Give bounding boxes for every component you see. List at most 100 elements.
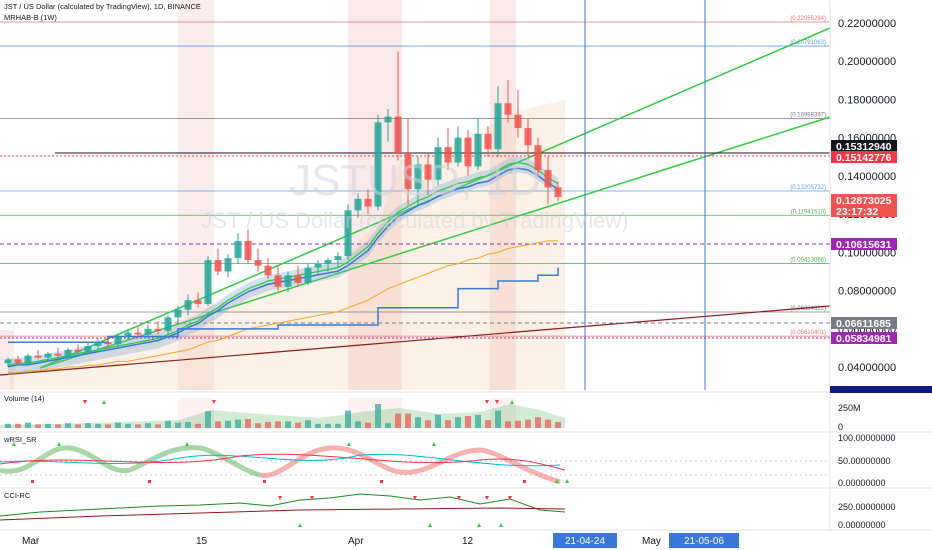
candle-body: [14, 359, 22, 364]
candle-body: [254, 260, 262, 266]
volume-bar: [515, 420, 521, 428]
price-badge: [831, 194, 897, 206]
trendline-green-shallow: [39, 116, 831, 369]
price-badge-label: 0.15142776: [836, 152, 892, 164]
price-tick: 0.14000000: [838, 171, 896, 183]
date-highlight-2: [669, 533, 739, 548]
candle-body: [524, 128, 532, 146]
candle-body: [334, 256, 342, 260]
volume-bar: [555, 422, 561, 428]
time-label-mar: Mar: [22, 536, 40, 547]
volume-bar: [475, 414, 481, 428]
wrsi-pane-title: wRSI_SR: [3, 435, 37, 444]
candle-body: [434, 147, 442, 180]
ma-blue-line: [7, 167, 559, 368]
candle-body: [174, 309, 182, 318]
price-badge-label: 23:17:32: [836, 206, 878, 218]
cci-tick-250: 250.00000000: [838, 502, 896, 512]
candle-body: [114, 336, 122, 345]
candle-body: [54, 353, 62, 356]
candle-body: [134, 332, 142, 335]
ma-green-line: [7, 161, 559, 366]
candle-body: [44, 353, 52, 358]
candle-body: [494, 103, 502, 150]
candle-body: [64, 349, 72, 356]
price-tick: 0.10000000: [838, 247, 896, 259]
indicator-label: MRHAB-B (1W): [4, 13, 57, 22]
candle-body: [354, 198, 362, 211]
candle-body: [324, 260, 332, 264]
watermark-symbol: JSTUSD, 1D: [289, 156, 541, 205]
candle-body: [444, 147, 452, 163]
volume-bar: [355, 421, 361, 428]
candle-body: [244, 240, 252, 260]
candle-body: [164, 317, 172, 331]
volume-bar: [525, 419, 531, 428]
volume-bar: [95, 423, 101, 428]
price-badge: [831, 151, 897, 163]
ma-ribbon: [8, 156, 558, 376]
candle-body: [4, 359, 12, 364]
volume-bar: [215, 421, 221, 428]
cci-pane: CCI-RC 250.00000000 0.00000000: [0, 491, 896, 530]
price-tick: 0.22000000: [838, 18, 896, 30]
price-badge-label: 0.15312940: [836, 141, 892, 153]
candle-body: [504, 103, 512, 115]
volume-bar: [395, 413, 401, 428]
date-highlight-1-label: 21-04-24: [565, 536, 605, 547]
wrsi-pane: wRSI_SR 100.00000000 50.00000000 0.00000…: [0, 433, 896, 488]
volume-bar: [15, 423, 21, 428]
volume-bar: [345, 410, 351, 428]
candle-body: [364, 198, 372, 207]
candle-body: [234, 240, 242, 259]
volume-bar: [125, 423, 131, 428]
time-label-15: 15: [196, 536, 208, 547]
price-badge-label: 0.10615631: [836, 239, 892, 251]
volume-bar: [75, 424, 81, 428]
volume-bar: [155, 424, 161, 428]
candle-body: [454, 137, 462, 163]
candle-body: [194, 300, 202, 304]
time-label-may: May: [642, 536, 661, 547]
volume-bar: [505, 421, 511, 428]
wrsi-tick-50: 50.00000000: [838, 456, 891, 466]
volume-bar: [335, 423, 341, 428]
fib-label-0: (0.22055284): [790, 16, 826, 22]
volume-bar: [365, 422, 371, 428]
fib-label-5: (0.09413066): [790, 258, 826, 264]
candle-body: [384, 116, 392, 123]
volume-bar: [455, 417, 461, 428]
volume-bar: [275, 421, 281, 428]
wrsi-tick-100: 100.00000000: [838, 433, 896, 443]
candle-body: [224, 258, 232, 272]
price-badge-label: 0.12873025: [836, 195, 892, 207]
volume-bar: [495, 410, 501, 428]
price-badge: [831, 140, 897, 152]
volume-bar: [545, 419, 551, 428]
volume-bar: [405, 413, 411, 428]
fib-label-7: (0.05620401): [790, 330, 826, 336]
cut-off-badge: [830, 386, 932, 393]
price-badge: [831, 238, 897, 250]
volume-bar: [45, 423, 51, 428]
candle-body: [204, 260, 212, 304]
volume-bar: [285, 421, 291, 428]
fib-label-3: (0.13205732): [790, 185, 826, 191]
volume-bar: [65, 423, 71, 428]
volume-bar: [535, 417, 541, 428]
wrsi-tick-0: 0.00000000: [838, 478, 886, 488]
volume-bar: [145, 423, 151, 428]
volume-bar: [115, 422, 121, 428]
candles: [4, 51, 562, 368]
candle-body: [74, 349, 82, 352]
chart-title: JST / US Dollar (calculated by TradingVi…: [4, 2, 201, 11]
volume-bar: [315, 423, 321, 428]
price-badge-label: 0.05834981: [836, 333, 892, 345]
time-axis[interactable]: Mar 15 Apr 12 21-04-24 May 21-05-06: [22, 533, 739, 548]
candle-body: [124, 332, 132, 337]
volume-bar: [55, 424, 61, 428]
volume-bar: [305, 420, 311, 428]
candle-body: [184, 300, 192, 310]
candle-body: [344, 210, 352, 257]
